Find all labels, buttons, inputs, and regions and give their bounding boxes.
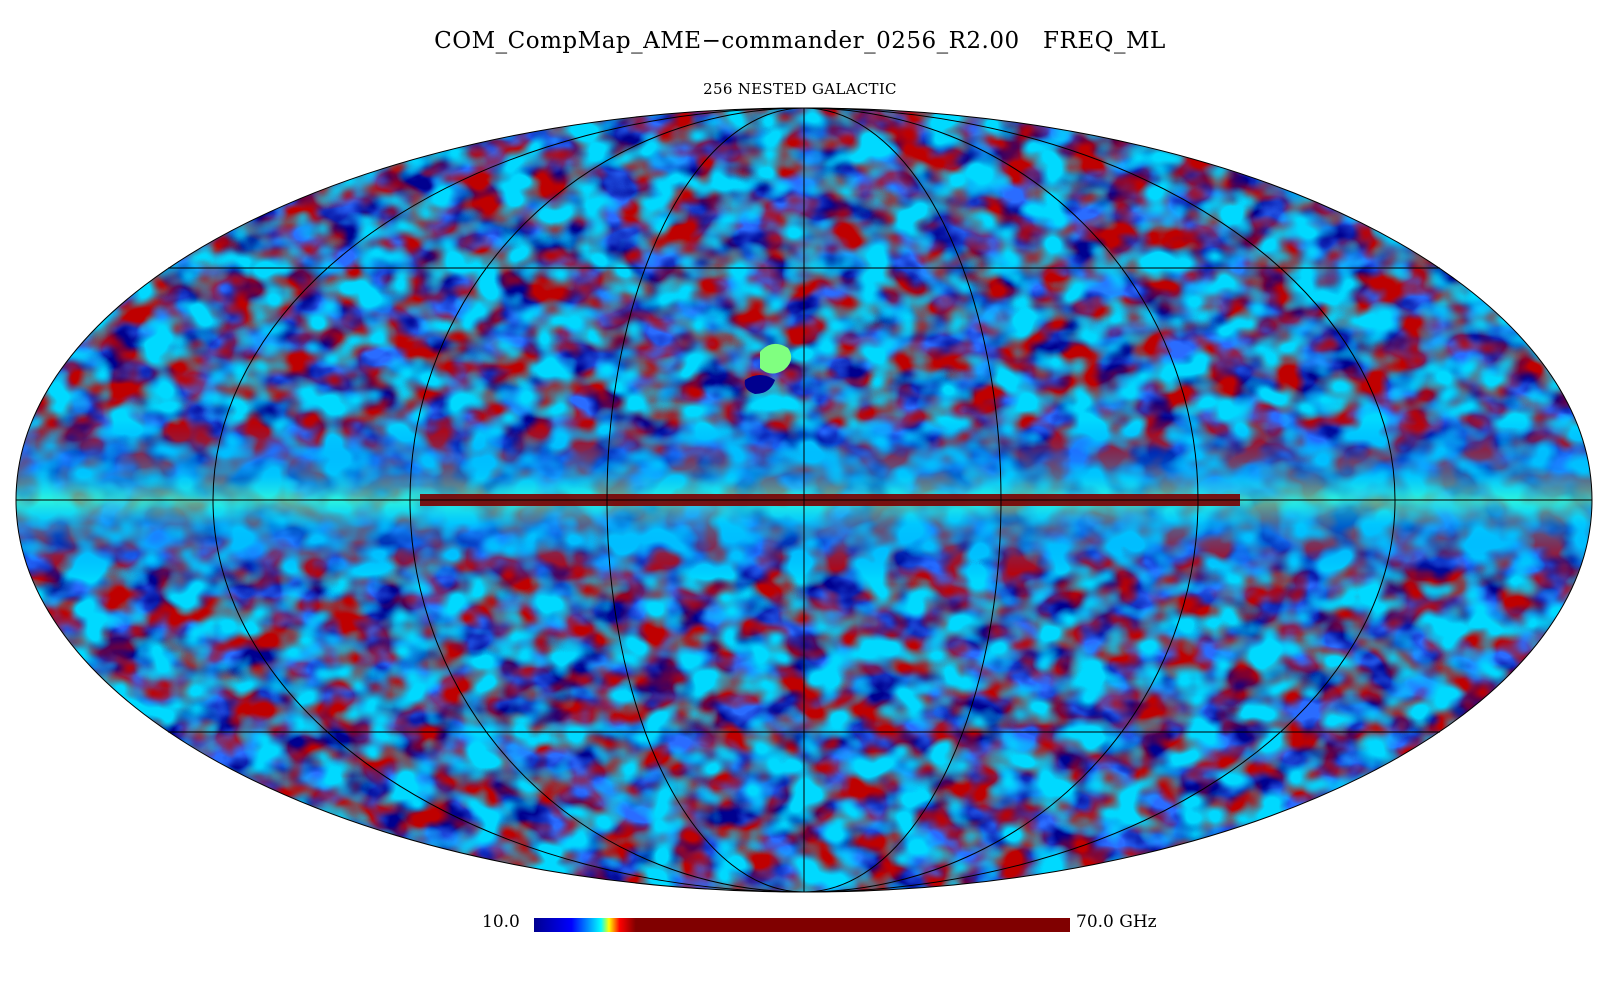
colorbar-min-label: 10.0 xyxy=(482,912,520,932)
colorbar xyxy=(534,918,1070,932)
map-subtitle: 256 NESTED GALACTIC xyxy=(703,80,897,98)
graticule xyxy=(15,107,1593,893)
colorbar-max-label: 70.0 GHz xyxy=(1076,912,1157,932)
masked-region xyxy=(760,343,792,374)
map-title: COM_CompMap_AME−commander_0256_R2.00 FRE… xyxy=(434,28,1166,54)
